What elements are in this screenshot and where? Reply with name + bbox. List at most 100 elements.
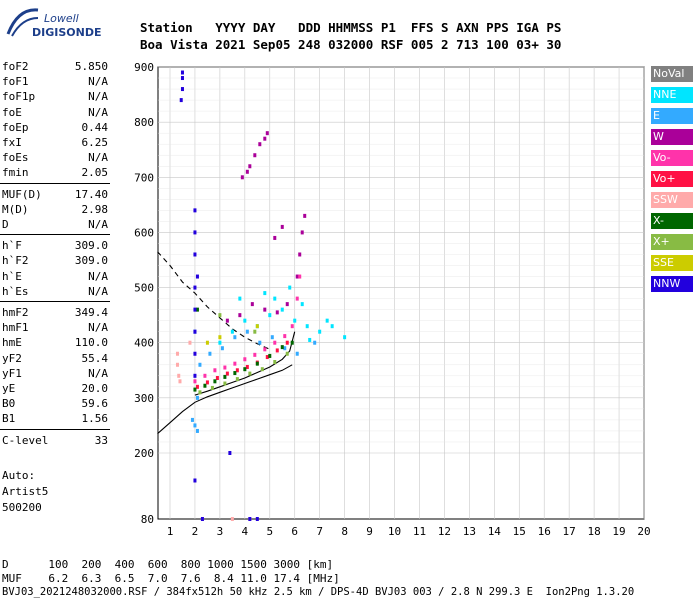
param-value: 5.850 [74,60,108,73]
x-tick-label: 19 [612,525,625,538]
x-tick-label: 10 [388,525,401,538]
data-point [258,142,262,147]
param-value: N/A [88,284,108,298]
param-value: 110.0 [74,336,108,350]
data-point [223,365,227,370]
data-point [263,136,267,141]
x-tick-label: 11 [413,525,426,538]
data-point [260,367,264,372]
data-point [178,379,182,384]
data-point [268,353,272,358]
data-point [193,285,197,290]
param-name: M(D) [2,202,29,216]
data-point [303,213,307,218]
x-tick-label: 7 [316,525,323,538]
param-name: yF2 [2,351,22,365]
param-row: h`F 309.0 [2,239,108,253]
legend-item: E [651,108,693,124]
param-value: 20.0 [81,382,109,395]
param-name: foF2 [2,60,29,73]
param-name: foF1p [2,90,36,104]
footer-distance-line: D 100 200 400 600 800 1000 1500 3000 [km… [2,558,334,571]
param-value: 2.98 [81,202,109,216]
param-name: hmF2 [2,306,29,319]
data-point [273,360,277,365]
y-tick-label: 900 [134,61,154,74]
data-point [273,235,277,240]
data-point [243,367,247,372]
data-point [250,302,254,307]
data-point [283,346,287,351]
header-columns: Station YYYY DAY DDD HHMMSS P1 FFS S AXN… [140,20,562,35]
data-point [245,364,249,369]
auto-artist: Artist5 [2,485,49,498]
data-point [308,337,312,342]
data-point [230,517,234,521]
x-tick-label: 6 [291,525,298,538]
data-point [248,371,252,376]
data-point [195,274,199,279]
data-point [245,329,249,334]
legend-item: SSW [651,192,693,208]
footer-muf-line: MUF 6.2 6.3 6.5 7.0 7.6 8.4 11.0 17.4 [M… [2,572,340,585]
data-point [263,291,267,296]
data-point [265,355,269,360]
data-point [193,373,197,378]
legend-item: SSE [651,255,693,271]
data-point [280,224,284,229]
legend-item: X+ [651,234,693,250]
y-tick-label: 600 [134,226,154,239]
data-point [193,478,197,483]
data-point [218,340,222,345]
data-point [285,351,289,356]
data-point [248,164,252,169]
data-point [295,274,299,279]
data-point [273,340,277,345]
data-point [290,324,294,329]
data-point [220,346,224,351]
data-point [195,307,199,312]
data-point [245,169,249,174]
legend-item: X- [651,213,693,229]
logo-digisonde-text: DIGISONDE [32,26,102,39]
param-name: yF1 [2,366,22,380]
data-point [175,362,179,367]
param-separator [0,234,110,236]
param-value: 33 [94,433,108,447]
data-point [280,345,284,350]
param-row: foF1 N/A [2,75,108,89]
data-point [193,208,197,213]
param-row: B1 1.56 [2,412,108,426]
data-point [180,70,184,75]
data-point [258,340,262,345]
x-tick-label: 12 [438,525,451,538]
data-point [193,329,197,334]
header-values: Boa Vista 2021 Sep05 248 032000 RSF 005 … [140,37,562,52]
data-point [193,379,197,384]
y-tick-label: 80 [141,513,154,526]
param-row: hmF1 N/A [2,321,108,335]
param-row: foEp 0.44 [2,121,108,135]
data-point [298,252,302,257]
data-point [193,351,197,356]
data-point [263,307,267,312]
param-value: 0.44 [81,120,109,134]
data-point [253,329,257,334]
data-point [218,335,222,340]
data-point [195,428,199,433]
param-row: B0 59.6 [2,397,108,411]
param-value: N/A [88,151,108,165]
y-tick-label: 200 [134,447,154,460]
x-tick-label: 8 [341,525,348,538]
x-tick-label: 16 [538,525,551,538]
data-point [238,313,242,318]
param-row: yE 20.0 [2,382,108,396]
param-value: N/A [88,366,108,380]
data-point [293,318,297,323]
data-point [325,318,329,323]
param-row: MUF(D) 17.40 [2,188,108,202]
y-tick-label: 800 [134,116,154,129]
param-row: foE N/A [2,106,108,120]
legend-item: NNE [651,87,693,103]
y-tick-label: 300 [134,392,154,405]
